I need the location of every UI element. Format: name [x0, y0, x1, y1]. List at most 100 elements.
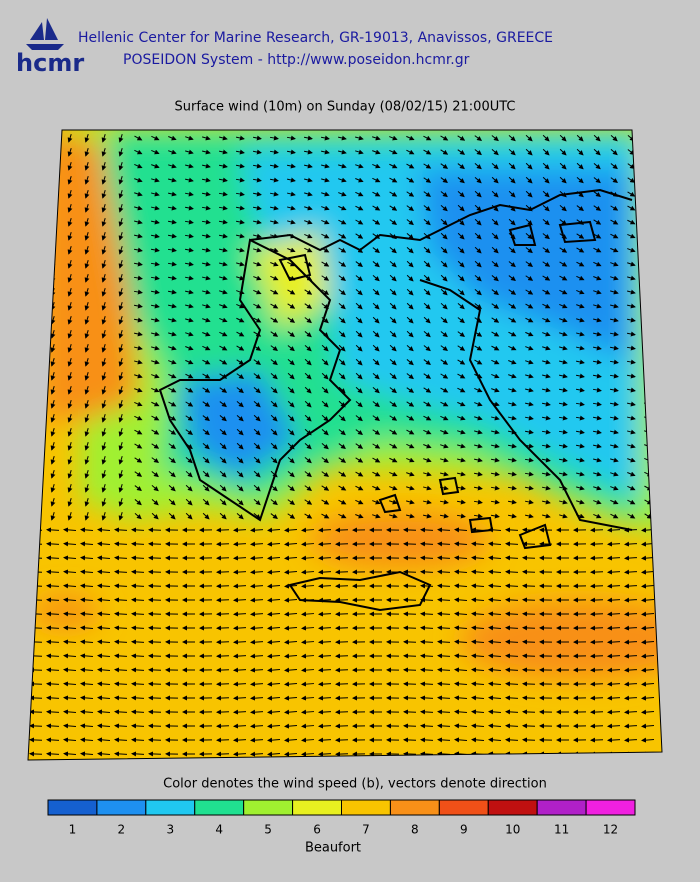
wind-vector	[404, 642, 416, 643]
colorbar-label: 2	[118, 823, 126, 837]
wind-vector	[149, 572, 161, 573]
wind-vector	[421, 656, 433, 657]
wind-vector	[217, 600, 229, 601]
colorbar-label: 8	[411, 823, 419, 837]
legend-caption: Color denotes the wind speed (b), vector…	[163, 777, 547, 792]
wind-vector	[217, 740, 229, 741]
colorbar-label: 10	[505, 823, 520, 837]
wind-vector	[404, 628, 416, 629]
wind-vector	[336, 670, 348, 671]
wind-vector	[336, 754, 348, 755]
colorbar-label: 1	[69, 823, 77, 837]
map-title: Surface wind (10m) on Sunday (08/02/15) …	[174, 100, 515, 115]
wind-vector	[217, 586, 229, 587]
colorbar-swatch	[244, 800, 293, 815]
wind-vector	[421, 670, 433, 671]
wind-vector	[30, 754, 42, 755]
wind-vector	[608, 684, 620, 685]
wind-vector	[149, 740, 161, 741]
wind-vector	[217, 684, 229, 685]
wind-vector	[149, 726, 161, 727]
wind-vector	[523, 558, 535, 559]
colorbar-label: 12	[603, 823, 618, 837]
wind-vector	[217, 670, 229, 671]
colorbar-swatch	[195, 800, 244, 815]
wind-vector	[608, 614, 620, 615]
wind-vector	[421, 558, 433, 559]
wind-vector	[217, 530, 229, 531]
wind-vector	[523, 530, 535, 531]
wind-vector	[149, 614, 161, 615]
wind-vector	[336, 642, 348, 643]
wind-vector	[608, 530, 620, 531]
wind-vector	[523, 726, 535, 727]
wind-vector	[421, 586, 433, 587]
wind-vector	[336, 740, 348, 741]
wind-vector	[608, 558, 620, 559]
wind-vector	[132, 530, 144, 531]
wind-vector	[336, 698, 348, 699]
wind-vector	[608, 600, 620, 601]
wind-vector	[149, 642, 161, 643]
logo-text: hcmr	[16, 49, 84, 77]
wind-vector	[608, 544, 620, 545]
wind-vector	[523, 544, 535, 545]
wind-vector	[217, 614, 229, 615]
colorbar-label: 11	[554, 823, 569, 837]
wind-vector	[523, 698, 535, 699]
wind-vector	[132, 614, 144, 615]
wind-vector	[149, 698, 161, 699]
wind-vector	[421, 698, 433, 699]
wind-vector	[404, 740, 416, 741]
wind-vector	[149, 544, 161, 545]
wind-vector	[132, 600, 144, 601]
wind-vector	[421, 600, 433, 601]
wind-vector	[336, 600, 348, 601]
wind-vector	[336, 572, 348, 573]
wind-vector	[149, 656, 161, 657]
colorbar-swatch	[293, 800, 342, 815]
wind-vector	[523, 670, 535, 671]
wind-vector	[404, 600, 416, 601]
wind-vector	[149, 530, 161, 531]
wind-vector	[523, 656, 535, 657]
wind-vector	[217, 642, 229, 643]
wind-vector	[421, 544, 433, 545]
wind-vector	[608, 628, 620, 629]
colorbar-label: 7	[362, 823, 370, 837]
wind-vector	[608, 740, 620, 741]
colorbar-label: 6	[313, 823, 321, 837]
wind-vector	[132, 698, 144, 699]
wind-vector	[608, 642, 620, 643]
wind-vector	[132, 754, 144, 755]
wind-vector	[217, 628, 229, 629]
colorbar-swatch	[537, 800, 586, 815]
colorbar-swatch	[586, 800, 635, 815]
wind-vector	[421, 684, 433, 685]
wind-vector	[217, 656, 229, 657]
wind-vector	[523, 684, 535, 685]
colorbar-swatch	[390, 800, 439, 815]
wind-vector	[523, 642, 535, 643]
wind-vector	[132, 558, 144, 559]
wind-vector	[404, 698, 416, 699]
wind-vector	[608, 586, 620, 587]
wind-vector	[217, 698, 229, 699]
wind-vector	[336, 726, 348, 727]
wind-vector	[523, 712, 535, 713]
wind-vector	[523, 614, 535, 615]
wind-vector	[523, 572, 535, 573]
wind-vector	[149, 670, 161, 671]
wind-vector	[608, 572, 620, 573]
wind-vector	[336, 614, 348, 615]
wind-vector	[336, 544, 348, 545]
wind-vector	[421, 740, 433, 741]
wind-vector	[421, 530, 433, 531]
wind-vector	[132, 670, 144, 671]
wind-vector	[404, 544, 416, 545]
wind-vector	[30, 740, 42, 741]
wind-vector	[608, 656, 620, 657]
wind-vector	[336, 712, 348, 713]
colorbar-swatch	[97, 800, 146, 815]
